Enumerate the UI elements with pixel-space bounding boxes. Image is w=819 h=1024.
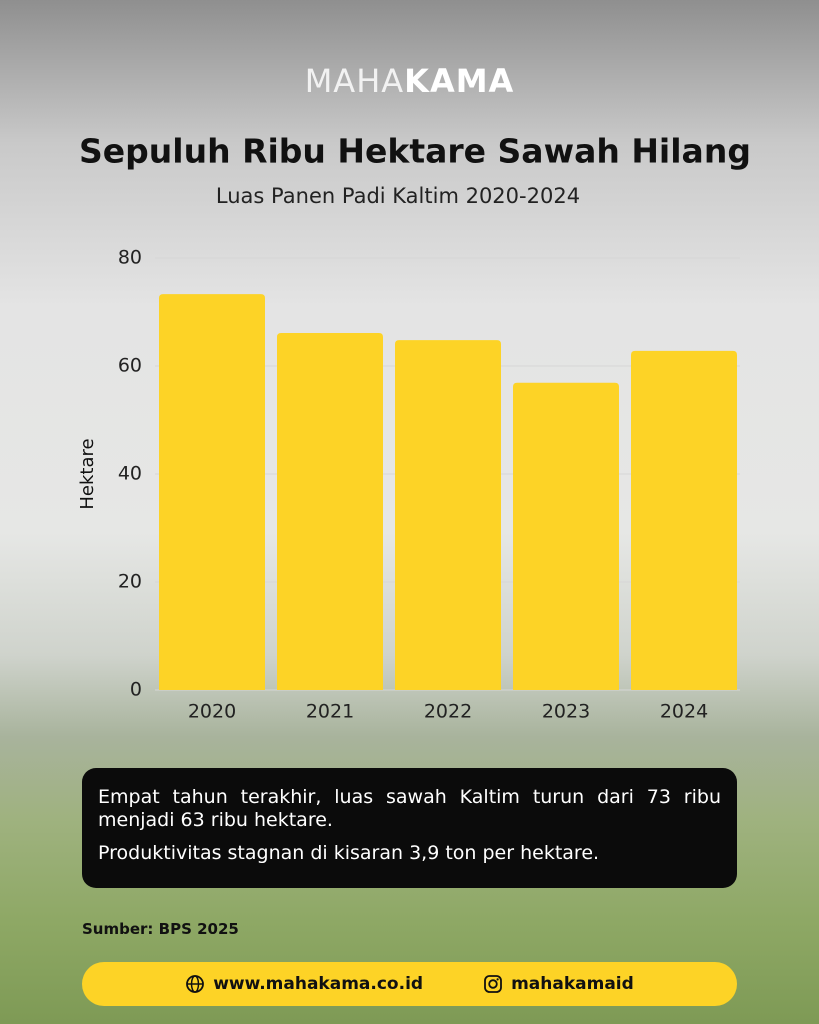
y-tick-label: 0 xyxy=(130,679,142,701)
chart-subtitle: Luas Panen Padi Kaltim 2020-2024 xyxy=(216,184,580,208)
note-box: Empat tahun terakhir, luas sawah Kaltim … xyxy=(82,768,737,888)
instagram-item[interactable]: mahakamaid xyxy=(483,974,634,994)
x-tick-label: 2020 xyxy=(188,701,236,723)
x-tick-label: 2022 xyxy=(424,701,472,723)
y-tick-label: 80 xyxy=(118,247,142,269)
instagram: mahakamaid xyxy=(511,974,634,994)
note-text: Empat tahun terakhir, luas sawah Kaltim … xyxy=(98,786,721,831)
y-tick-label: 60 xyxy=(118,355,142,377)
logo: MAHAKAMA xyxy=(0,62,819,100)
note-text: Produktivitas stagnan di kisaran 3,9 ton… xyxy=(98,842,600,864)
y-tick-label: 20 xyxy=(118,571,142,593)
logo-bold: KAMA xyxy=(404,62,515,100)
instagram-icon xyxy=(484,975,502,993)
x-tick-label: 2024 xyxy=(660,701,708,723)
x-tick-label: 2021 xyxy=(306,701,354,723)
website-item[interactable]: www.mahakama.co.id xyxy=(185,974,423,994)
bar xyxy=(159,294,265,690)
website: www.mahakama.co.id xyxy=(213,974,424,994)
x-tick-label: 2023 xyxy=(542,701,590,723)
globe-icon xyxy=(186,975,205,993)
bar xyxy=(631,350,737,690)
bar xyxy=(395,340,501,690)
chart-title: Sepuluh Ribu Hektare Sawah Hilang xyxy=(79,132,751,171)
bar xyxy=(277,333,383,690)
y-axis-label: Hektare xyxy=(77,438,98,509)
y-tick-label: 40 xyxy=(118,463,142,485)
bar xyxy=(513,382,619,690)
source: Sumber: BPS 2025 xyxy=(82,920,239,938)
logo-light: MAHA xyxy=(304,62,405,100)
chart: Sepuluh Ribu Hektare Sawah Hilang Luas P… xyxy=(77,132,751,723)
footer: www.mahakama.co.id mahakamaid xyxy=(82,962,737,1006)
